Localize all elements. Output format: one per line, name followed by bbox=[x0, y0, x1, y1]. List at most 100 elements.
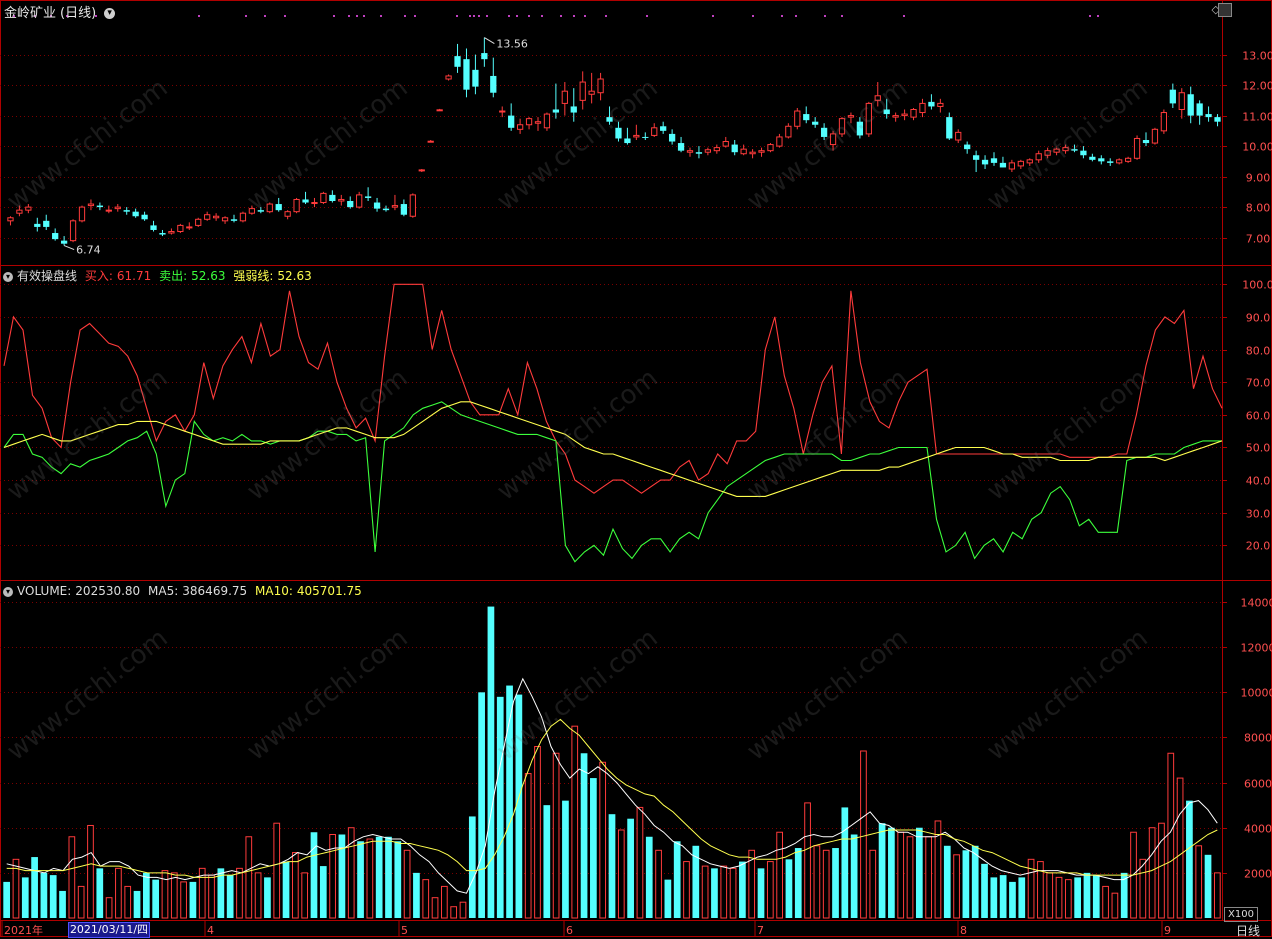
volume-bar bbox=[78, 886, 84, 918]
y-tick-label: 10.00 bbox=[1242, 141, 1272, 154]
candle-body bbox=[982, 160, 988, 165]
signal-mark bbox=[1097, 15, 1099, 17]
candle-body bbox=[26, 207, 31, 210]
volume-bar bbox=[823, 850, 829, 918]
volume-bar bbox=[1000, 875, 1007, 918]
volume-bar bbox=[190, 882, 197, 918]
candle-body bbox=[1152, 129, 1157, 143]
candle-body bbox=[839, 119, 844, 134]
volume-bar bbox=[618, 830, 624, 918]
volume-bar bbox=[320, 866, 327, 918]
candle-body bbox=[276, 204, 282, 210]
ma10-label: MA10: bbox=[255, 584, 293, 598]
candle-body bbox=[52, 233, 58, 239]
series-line-sell bbox=[4, 402, 1222, 562]
stock-title: 金岭矿业(日线)▾ bbox=[4, 2, 119, 21]
candle-body bbox=[329, 195, 335, 201]
candle-body bbox=[723, 142, 728, 147]
candle-body bbox=[991, 158, 997, 163]
candle-body bbox=[1143, 140, 1149, 143]
signal-mark bbox=[560, 15, 562, 17]
candle-body bbox=[419, 170, 424, 171]
y-tick-label: 100.0 bbox=[1242, 279, 1272, 292]
candle-body bbox=[481, 53, 487, 59]
candle-body bbox=[34, 224, 40, 227]
candle-body bbox=[535, 122, 540, 124]
volume-bar bbox=[22, 877, 29, 918]
candle-body bbox=[133, 212, 139, 217]
volume-bar bbox=[488, 607, 495, 918]
candle-body bbox=[812, 122, 818, 125]
candle-body bbox=[61, 241, 67, 244]
signal-mark bbox=[795, 15, 797, 17]
candle-body bbox=[884, 110, 890, 115]
y-tick-label: 30.0 bbox=[1246, 508, 1271, 521]
candle-body bbox=[795, 111, 800, 126]
indicator-menu-icon[interactable]: ▾ bbox=[3, 272, 13, 282]
volume-bar bbox=[1159, 823, 1165, 918]
candle-body bbox=[383, 209, 389, 211]
candle-body bbox=[1000, 163, 1006, 168]
volume-bar bbox=[870, 850, 876, 918]
candle-body bbox=[401, 204, 407, 215]
candle-body bbox=[1197, 103, 1203, 115]
indicator-name[interactable]: 有效操盘线 bbox=[17, 269, 77, 283]
candle-body bbox=[1134, 138, 1139, 158]
candle-body bbox=[1179, 93, 1184, 110]
high-label: 13.56 bbox=[496, 38, 527, 51]
volume-bar bbox=[851, 835, 858, 919]
volume-bar bbox=[394, 841, 401, 918]
volume-bar bbox=[609, 814, 616, 918]
low-label: 6.74 bbox=[76, 244, 101, 257]
volume-bar bbox=[805, 803, 811, 918]
volume-bar bbox=[535, 746, 541, 918]
volume-bar bbox=[357, 841, 364, 918]
x-axis-label: 7 bbox=[757, 924, 764, 937]
volume-bar bbox=[702, 866, 708, 918]
candle-body bbox=[821, 128, 827, 137]
ma5-label: MA5: bbox=[148, 584, 178, 598]
volume-bar bbox=[274, 823, 280, 918]
volume-bar bbox=[293, 853, 299, 918]
candle-body bbox=[240, 213, 245, 221]
candle-body bbox=[312, 203, 317, 204]
candle-body bbox=[875, 96, 880, 101]
x-axis-label: 5 bbox=[401, 924, 408, 937]
volume-bar bbox=[171, 873, 177, 918]
candle-body bbox=[705, 150, 710, 152]
candle-body bbox=[571, 106, 577, 112]
x-axis-label: 4 bbox=[207, 924, 214, 937]
volume-bar bbox=[96, 868, 103, 918]
dropdown-circle-icon[interactable]: ▾ bbox=[104, 8, 115, 19]
candle-body bbox=[652, 128, 657, 136]
volume-bar bbox=[106, 898, 112, 918]
candle-body bbox=[428, 141, 433, 142]
y-tick-label: 40.0 bbox=[1246, 475, 1271, 488]
volume-bar bbox=[1112, 893, 1118, 918]
window-toggle-button[interactable] bbox=[1218, 3, 1232, 17]
y-tick-label: 2000 bbox=[1244, 868, 1272, 881]
volume-bar bbox=[581, 753, 588, 918]
candle-body bbox=[714, 148, 719, 151]
candle-body bbox=[768, 145, 773, 151]
y-tick-label: 8.00 bbox=[1246, 202, 1271, 215]
volume-bar bbox=[209, 875, 215, 918]
volume-bar bbox=[656, 850, 662, 918]
candle-body bbox=[1027, 160, 1032, 163]
signal-mark bbox=[404, 15, 406, 17]
volume-label: VOLUME: bbox=[17, 584, 71, 598]
volume-menu-icon[interactable]: ▾ bbox=[3, 587, 13, 597]
volume-bar bbox=[451, 907, 457, 918]
candle-body bbox=[205, 215, 210, 220]
crosshair-date-label: 2021/03/11/四 bbox=[68, 922, 150, 938]
y-tick-label: 80.0 bbox=[1246, 345, 1271, 358]
volume-bar bbox=[926, 837, 932, 918]
candle-body bbox=[526, 119, 531, 125]
candle-body bbox=[374, 203, 380, 209]
period-tab[interactable]: 日线 bbox=[1236, 922, 1260, 939]
signal-mark bbox=[605, 15, 607, 17]
candle-body bbox=[410, 195, 415, 216]
candle-body bbox=[446, 76, 451, 79]
